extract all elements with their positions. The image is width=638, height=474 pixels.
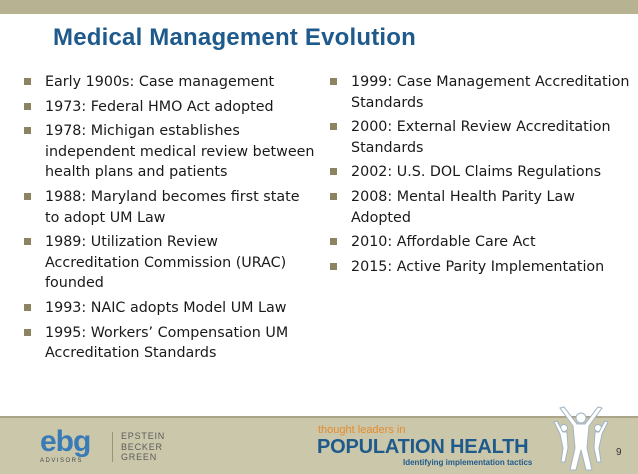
list-item: Early 1900s: Case management — [24, 72, 316, 93]
square-bullet-icon — [24, 192, 31, 200]
firm-name-line: EPSTEIN — [121, 431, 166, 441]
population-health-text: POPULATION HEALTH — [317, 436, 529, 458]
square-bullet-icon — [24, 303, 31, 311]
list-item: 1993: NAIC adopts Model UM Law — [24, 298, 316, 319]
square-bullet-icon — [24, 328, 31, 336]
thought-leaders-text: thought leaders in — [318, 424, 406, 436]
list-item: 2008: Mental Health Parity Law Adopted — [330, 187, 630, 228]
list-item-text: 1993: NAIC adopts Model UM Law — [45, 299, 287, 316]
list-item: 2002: U.S. DOL Claims Regulations — [330, 162, 630, 183]
square-bullet-icon — [24, 78, 31, 85]
top-bar — [0, 0, 638, 14]
list-item: 2015: Active Parity Implementation — [330, 257, 630, 278]
list-item-text: 1978: Michigan establishes independent m… — [45, 123, 315, 181]
list-item-text: Early 1900s: Case management — [45, 74, 275, 90]
tagline-text: Identifying implementation tactics — [403, 458, 533, 467]
square-bullet-icon — [24, 127, 31, 135]
ebg-logo-advisors: ADVISORS — [40, 458, 84, 464]
logo-divider — [112, 432, 113, 462]
list-item-text: 2008: Mental Health Parity Law Adopted — [351, 188, 575, 226]
list-item: 2000: External Review Accreditation Stan… — [330, 117, 630, 158]
list-item-text: 1995: Workers’ Compensation UM Accredita… — [45, 324, 289, 362]
square-bullet-icon — [330, 238, 337, 246]
slide-title: Medical Management Evolution — [53, 24, 416, 51]
list-item: 1973: Federal HMO Act adopted — [24, 97, 316, 118]
footer-band — [0, 416, 638, 474]
list-item: 1978: Michigan establishes independent m… — [24, 121, 316, 183]
list-item-text: 2015: Active Parity Implementation — [351, 258, 605, 275]
firm-name-line: GREEN — [121, 452, 158, 462]
list-item: 1995: Workers’ Compensation UM Accredita… — [24, 323, 316, 364]
list-item-text: 1999: Case Management Accreditation Stan… — [351, 74, 630, 111]
square-bullet-icon — [330, 192, 337, 200]
page-number: 9 — [616, 447, 622, 458]
ebg-logo: ebg ADVISORS — [40, 425, 104, 465]
list-item-text: 1973: Federal HMO Act adopted — [45, 98, 274, 115]
list-item: 1999: Case Management Accreditation Stan… — [330, 72, 630, 113]
square-bullet-icon — [330, 78, 337, 85]
bullet-list-right: 1999: Case Management Accreditation Stan… — [330, 72, 630, 281]
bullet-list-left: Early 1900s: Case management 1973: Feder… — [24, 72, 316, 368]
list-item: 1988: Maryland becomes first state to ad… — [24, 187, 316, 228]
firm-names: EPSTEIN BECKER GREEN — [121, 431, 165, 463]
list-item-text: 2000: External Review Accreditation Stan… — [351, 119, 611, 156]
firm-name-line: BECKER — [121, 441, 163, 452]
square-bullet-icon — [330, 262, 337, 270]
square-bullet-icon — [330, 123, 337, 131]
list-item-text: 2002: U.S. DOL Claims Regulations — [351, 164, 602, 181]
list-item-text: 2010: Affordable Care Act — [351, 234, 536, 251]
square-bullet-icon — [24, 102, 31, 110]
square-bullet-icon — [330, 168, 337, 176]
square-bullet-icon — [24, 238, 31, 246]
list-item-text: 1988: Maryland becomes first state to ad… — [45, 188, 300, 226]
footer-divider — [0, 416, 638, 418]
list-item-text: 1989: Utilization Review Accreditation C… — [45, 234, 287, 292]
list-item: 1989: Utilization Review Accreditation C… — [24, 232, 316, 294]
celebrating-people-icon — [553, 406, 609, 471]
list-item: 2010: Affordable Care Act — [330, 232, 630, 253]
ebg-logo-letters: ebg — [40, 425, 91, 458]
